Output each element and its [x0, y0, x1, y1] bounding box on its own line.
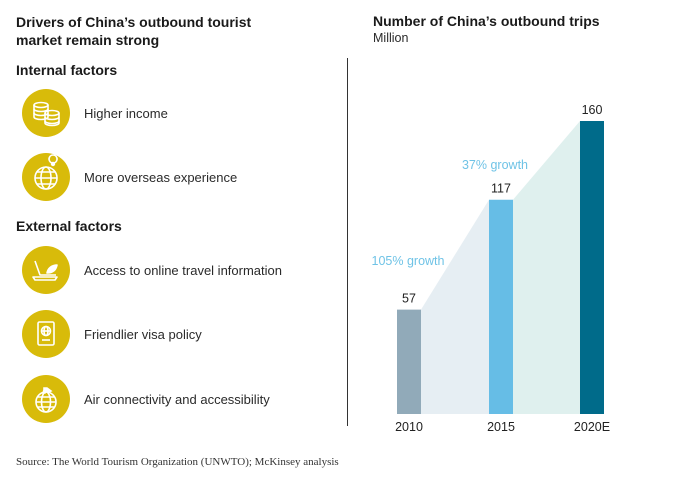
divider-line — [347, 58, 348, 426]
source-note: Source: The World Tourism Organization (… — [16, 456, 339, 468]
infographic-title: Drivers of China’s outbound tourist mark… — [16, 13, 336, 49]
growth-annotation: 37% growth — [462, 158, 528, 172]
external-factors-heading: External factors — [16, 218, 122, 234]
value-label: 160 — [582, 103, 603, 117]
bar-2015 — [489, 199, 513, 414]
bar-2020e — [580, 121, 604, 414]
airplane-globe-icon — [22, 375, 70, 423]
internal-factors-heading: Internal factors — [16, 62, 118, 78]
factor-higher-income: Higher income — [22, 88, 168, 138]
factor-overseas-experience: More overseas experience — [22, 152, 237, 202]
growth-annotation: 105% growth — [372, 254, 445, 268]
factor-label: Air connectivity and accessibility — [84, 391, 270, 407]
category-label: 2020E — [574, 420, 610, 434]
chart-subtitle: Million — [373, 31, 409, 45]
factor-label: More overseas experience — [84, 169, 238, 185]
factor-online-info: Access to online travel information — [22, 245, 282, 295]
factor-label: Friendlier visa policy — [84, 326, 202, 342]
globe-icon — [22, 153, 70, 201]
growth-shading — [513, 121, 580, 414]
value-label: 57 — [402, 292, 416, 306]
coins-icon — [22, 89, 70, 137]
outbound-trips-bar-chart: 57 117 160 2010 2015 2020E 105% growth 37% grow… — [372, 103, 611, 434]
factor-label: Higher income — [84, 105, 168, 121]
factor-visa-policy: Friendlier visa policy — [22, 309, 202, 359]
factor-air-connectivity: Air connectivity and accessibility — [22, 374, 270, 424]
category-label: 2010 — [395, 420, 423, 434]
value-label: 117 — [491, 182, 511, 196]
laptop-icon — [22, 246, 70, 294]
title-line-2: market remain strong — [16, 32, 160, 48]
title-line-1: Drivers of China’s outbound tourist — [16, 14, 252, 30]
factor-label: Access to online travel information — [84, 262, 282, 278]
bar-2010 — [397, 309, 421, 414]
growth-shading — [421, 199, 489, 414]
category-label: 2015 — [487, 420, 515, 434]
passport-icon — [22, 310, 70, 358]
chart-title: Number of China’s outbound trips — [373, 13, 600, 29]
